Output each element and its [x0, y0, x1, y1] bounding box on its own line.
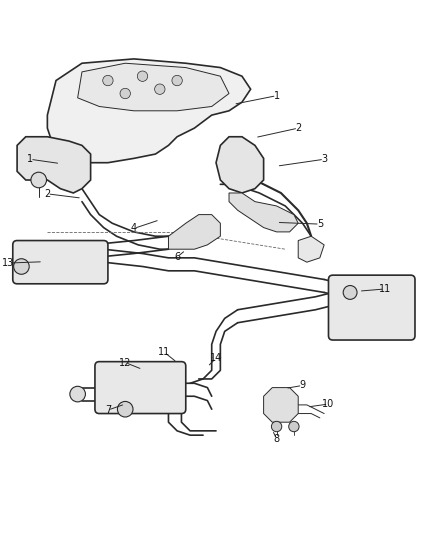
Text: 11: 11 [378, 284, 391, 294]
Text: 7: 7 [105, 405, 111, 415]
Circle shape [172, 75, 182, 86]
Text: 12: 12 [119, 358, 131, 368]
Polygon shape [298, 236, 324, 262]
Circle shape [120, 88, 131, 99]
Polygon shape [216, 137, 264, 193]
Circle shape [272, 421, 282, 432]
Text: 5: 5 [317, 219, 323, 229]
Text: 4: 4 [131, 223, 137, 233]
Polygon shape [17, 137, 91, 193]
Text: 13: 13 [2, 258, 14, 268]
Text: 2: 2 [295, 123, 301, 133]
Circle shape [155, 84, 165, 94]
Text: 14: 14 [210, 353, 222, 363]
Polygon shape [169, 215, 220, 249]
Text: 2: 2 [44, 189, 50, 199]
Circle shape [289, 421, 299, 432]
Polygon shape [47, 59, 251, 163]
Text: 6: 6 [174, 252, 180, 262]
FancyBboxPatch shape [328, 275, 415, 340]
Text: 1: 1 [273, 91, 279, 101]
Polygon shape [264, 387, 298, 422]
Circle shape [343, 286, 357, 300]
Text: 9: 9 [300, 381, 306, 391]
FancyBboxPatch shape [13, 240, 108, 284]
Circle shape [14, 259, 29, 274]
Circle shape [31, 172, 46, 188]
Circle shape [138, 71, 148, 82]
FancyBboxPatch shape [95, 362, 186, 414]
Text: 3: 3 [321, 154, 327, 164]
Circle shape [103, 75, 113, 86]
Text: 11: 11 [158, 347, 170, 357]
Circle shape [70, 386, 85, 402]
Polygon shape [78, 63, 229, 111]
Polygon shape [229, 193, 298, 232]
Text: 8: 8 [273, 434, 279, 443]
Text: 1: 1 [27, 154, 33, 164]
Text: 10: 10 [322, 399, 335, 409]
Circle shape [117, 401, 133, 417]
